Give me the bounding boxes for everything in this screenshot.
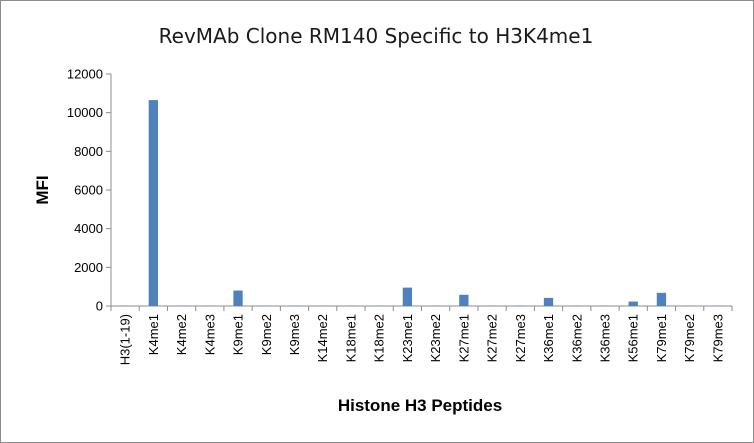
bars <box>120 100 723 306</box>
x-tick-label: K4me3 <box>202 314 217 355</box>
x-tick-label: H3(1-19) <box>118 314 133 365</box>
x-tick-label: K56me1 <box>626 314 641 362</box>
y-tick-label: 4000 <box>74 221 103 236</box>
x-tick-label: K79me3 <box>710 314 725 362</box>
y-axis-title: MFI <box>33 175 52 204</box>
x-tick-label: K23me1 <box>400 314 415 362</box>
y-tick-label: 10000 <box>67 105 103 120</box>
y-tick-label: 8000 <box>74 144 103 159</box>
bar-k36me1 <box>543 297 554 306</box>
y-tick-labels: 0 2000 4000 6000 8000 10000 12000 <box>67 67 103 314</box>
x-tick-label: K79me2 <box>682 314 697 362</box>
x-axis-title: Histone H3 Peptides <box>338 396 502 415</box>
x-tick-label: K36me1 <box>541 314 556 362</box>
y-tick-label: 0 <box>96 299 103 314</box>
x-tick-label: K36me2 <box>569 314 584 362</box>
y-tick-label: 6000 <box>74 183 103 198</box>
bar-k27me1 <box>459 294 469 306</box>
x-tick-label: K27me2 <box>485 314 500 362</box>
x-tick-label: K23me2 <box>428 314 443 362</box>
bar-k79me1 <box>656 292 667 306</box>
y-tick-label: 2000 <box>74 260 103 275</box>
x-tick-label: K36me3 <box>597 314 612 362</box>
bar-k9me1 <box>233 290 243 306</box>
x-tick-label: K9me1 <box>231 314 246 355</box>
x-tick-label: K9me2 <box>259 314 274 355</box>
chart-title: RevMAb Clone RM140 Specific to H3K4me1 <box>159 24 594 48</box>
x-tick-label: K4me1 <box>146 314 161 355</box>
y-tick-label: 12000 <box>67 67 103 82</box>
x-tick-label: K18me1 <box>343 314 358 362</box>
x-tick-label: K18me2 <box>372 314 387 362</box>
bar-k23me1 <box>402 287 413 306</box>
x-tick-labels: H3(1-19) K4me1 K4me2 K4me3 K9me1 K9me2 K9me3 K1… <box>118 314 726 365</box>
x-tick-label: K9me3 <box>287 314 302 355</box>
x-tick-label: K4me2 <box>174 314 189 355</box>
bar-k4me1 <box>148 100 158 306</box>
x-tick-label: K79me1 <box>654 314 669 362</box>
bar-k56me1 <box>628 301 638 306</box>
x-tick-label: K27me3 <box>513 314 528 362</box>
x-tick-label: K27me1 <box>456 314 471 362</box>
x-tick-label: K14me2 <box>315 314 330 362</box>
axes <box>106 73 733 311</box>
